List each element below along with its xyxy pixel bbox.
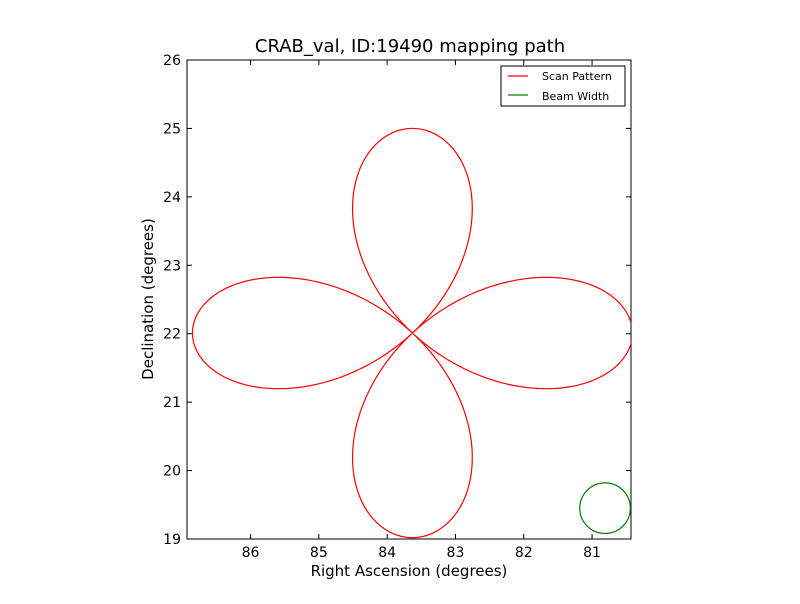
y-tick-label: 26: [163, 53, 181, 69]
legend-box: [500, 65, 626, 107]
plot-area: [186, 59, 632, 540]
y-tick-label: 22: [163, 327, 181, 343]
x-axis: 86 85 84 83 82 81: [242, 60, 601, 561]
scan-pattern-line: [191, 127, 631, 539]
y-tick-label: 20: [163, 464, 181, 480]
y-axis-label: Declination (degrees): [139, 218, 157, 380]
x-tick-label: 81: [583, 545, 601, 561]
x-axis-label: Right Ascension (degrees): [311, 562, 508, 580]
legend-label-beam-width: Beam Width: [542, 90, 609, 103]
y-tick-label: 19: [163, 532, 181, 548]
x-tick-label: 86: [242, 545, 260, 561]
legend: Scan Pattern Beam Width: [500, 65, 626, 107]
x-tick-label: 85: [310, 545, 328, 561]
x-tick-label: 82: [515, 545, 533, 561]
series-layer: [191, 127, 631, 539]
y-axis: 19 20 21 22 23 24 25 26: [163, 53, 631, 548]
y-tick-label: 21: [163, 395, 181, 411]
chart-title: CRAB_val, ID:19490 mapping path: [255, 36, 565, 57]
y-tick-label: 23: [163, 258, 181, 274]
legend-label-scan-pattern: Scan Pattern: [542, 70, 612, 83]
x-tick-label: 83: [447, 545, 465, 561]
beam-width-circle: [579, 482, 631, 535]
x-tick-label: 84: [378, 545, 396, 561]
y-tick-label: 25: [163, 121, 181, 137]
y-tick-label: 24: [163, 190, 181, 206]
